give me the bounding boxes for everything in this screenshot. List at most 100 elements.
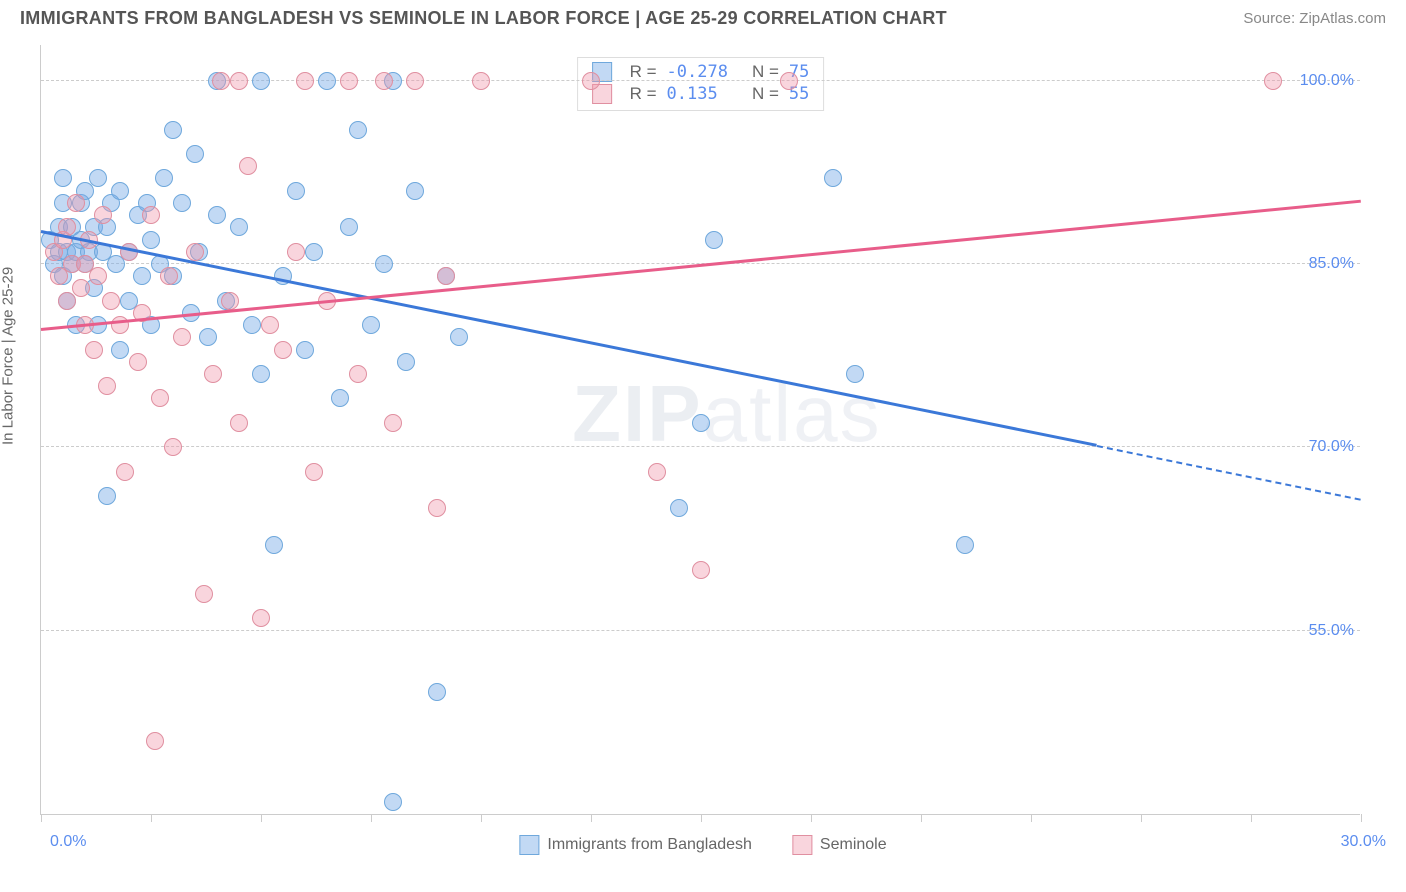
data-point-bangladesh — [243, 316, 261, 334]
data-point-bangladesh — [362, 316, 380, 334]
data-point-bangladesh — [318, 72, 336, 90]
source-link[interactable]: ZipAtlas.com — [1299, 10, 1386, 27]
x-tick — [371, 814, 372, 822]
y-axis-title: In Labor Force | Age 25-29 — [0, 267, 17, 445]
data-point-seminole — [72, 279, 90, 297]
data-point-seminole — [296, 72, 314, 90]
source-attribution: Source: ZipAtlas.com — [1243, 10, 1386, 27]
data-point-seminole — [116, 463, 134, 481]
data-point-seminole — [274, 341, 292, 359]
header: IMMIGRANTS FROM BANGLADESH VS SEMINOLE I… — [0, 0, 1406, 35]
data-point-bangladesh — [450, 328, 468, 346]
data-point-seminole — [340, 72, 358, 90]
data-point-bangladesh — [375, 255, 393, 273]
x-tick — [1251, 814, 1252, 822]
data-point-seminole — [349, 365, 367, 383]
stat-r-value-seminole: 0.135 — [667, 84, 728, 104]
data-point-seminole — [195, 585, 213, 603]
x-tick — [261, 814, 262, 822]
data-point-bangladesh — [89, 169, 107, 187]
y-tick-label: 70.0% — [1309, 438, 1354, 456]
data-point-bangladesh — [406, 182, 424, 200]
data-point-seminole — [94, 206, 112, 224]
data-point-bangladesh — [230, 218, 248, 236]
data-point-bangladesh — [155, 169, 173, 187]
data-point-seminole — [406, 72, 424, 90]
data-point-bangladesh — [111, 341, 129, 359]
series-legend: Immigrants from Bangladesh Seminole — [519, 835, 886, 855]
data-point-seminole — [204, 365, 222, 383]
x-tick — [591, 814, 592, 822]
gridline — [41, 630, 1360, 631]
correlation-chart: In Labor Force | Age 25-29 ZIPatlas R =-… — [0, 35, 1406, 855]
x-tick — [41, 814, 42, 822]
legend-label-seminole: Seminole — [820, 836, 887, 853]
data-point-seminole — [648, 463, 666, 481]
data-point-seminole — [692, 561, 710, 579]
data-point-seminole — [129, 353, 147, 371]
data-point-seminole — [212, 72, 230, 90]
data-point-bangladesh — [199, 328, 217, 346]
gridline — [41, 446, 1360, 447]
data-point-seminole — [230, 72, 248, 90]
legend-label-bangladesh: Immigrants from Bangladesh — [547, 836, 752, 853]
data-point-bangladesh — [265, 536, 283, 554]
data-point-bangladesh — [428, 683, 446, 701]
data-point-seminole — [85, 341, 103, 359]
data-point-seminole — [146, 732, 164, 750]
stat-n-label: N = — [752, 84, 779, 104]
data-point-bangladesh — [846, 365, 864, 383]
data-point-seminole — [230, 414, 248, 432]
data-point-seminole — [375, 72, 393, 90]
data-point-seminole — [305, 463, 323, 481]
data-point-seminole — [221, 292, 239, 310]
data-point-seminole — [261, 316, 279, 334]
x-tick — [1141, 814, 1142, 822]
data-point-bangladesh — [164, 121, 182, 139]
legend-item-seminole: Seminole — [792, 835, 887, 855]
x-tick — [481, 814, 482, 822]
page-title: IMMIGRANTS FROM BANGLADESH VS SEMINOLE I… — [20, 8, 947, 29]
data-point-bangladesh — [133, 267, 151, 285]
data-point-bangladesh — [956, 536, 974, 554]
data-point-seminole — [428, 499, 446, 517]
data-point-bangladesh — [173, 194, 191, 212]
legend-item-bangladesh: Immigrants from Bangladesh — [519, 835, 752, 855]
data-point-bangladesh — [670, 499, 688, 517]
data-point-seminole — [239, 157, 257, 175]
data-point-seminole — [67, 194, 85, 212]
plot-area: ZIPatlas R =-0.278N =75R =0.135N =55 55.… — [40, 45, 1360, 815]
data-point-seminole — [151, 389, 169, 407]
x-axis-min-label: 0.0% — [50, 833, 86, 851]
data-point-bangladesh — [824, 169, 842, 187]
x-tick — [151, 814, 152, 822]
data-point-bangladesh — [692, 414, 710, 432]
data-point-bangladesh — [397, 353, 415, 371]
data-point-seminole — [102, 292, 120, 310]
data-point-bangladesh — [208, 206, 226, 224]
data-point-seminole — [384, 414, 402, 432]
legend-swatch-seminole — [792, 835, 812, 855]
data-point-seminole — [186, 243, 204, 261]
data-point-seminole — [287, 243, 305, 261]
data-point-seminole — [173, 328, 191, 346]
data-point-seminole — [89, 267, 107, 285]
legend-swatch-bangladesh — [519, 835, 539, 855]
data-point-bangladesh — [98, 487, 116, 505]
data-point-bangladesh — [142, 231, 160, 249]
x-tick — [1031, 814, 1032, 822]
data-point-bangladesh — [305, 243, 323, 261]
data-point-seminole — [164, 438, 182, 456]
data-point-bangladesh — [340, 218, 358, 236]
x-tick — [1361, 814, 1362, 822]
y-tick-label: 100.0% — [1300, 72, 1354, 90]
y-tick-label: 55.0% — [1309, 622, 1354, 640]
x-tick — [701, 814, 702, 822]
data-point-bangladesh — [252, 365, 270, 383]
data-point-bangladesh — [186, 145, 204, 163]
x-axis-max-label: 30.0% — [1341, 833, 1386, 851]
data-point-seminole — [472, 72, 490, 90]
data-point-seminole — [1264, 72, 1282, 90]
x-tick — [921, 814, 922, 822]
y-tick-label: 85.0% — [1309, 255, 1354, 273]
